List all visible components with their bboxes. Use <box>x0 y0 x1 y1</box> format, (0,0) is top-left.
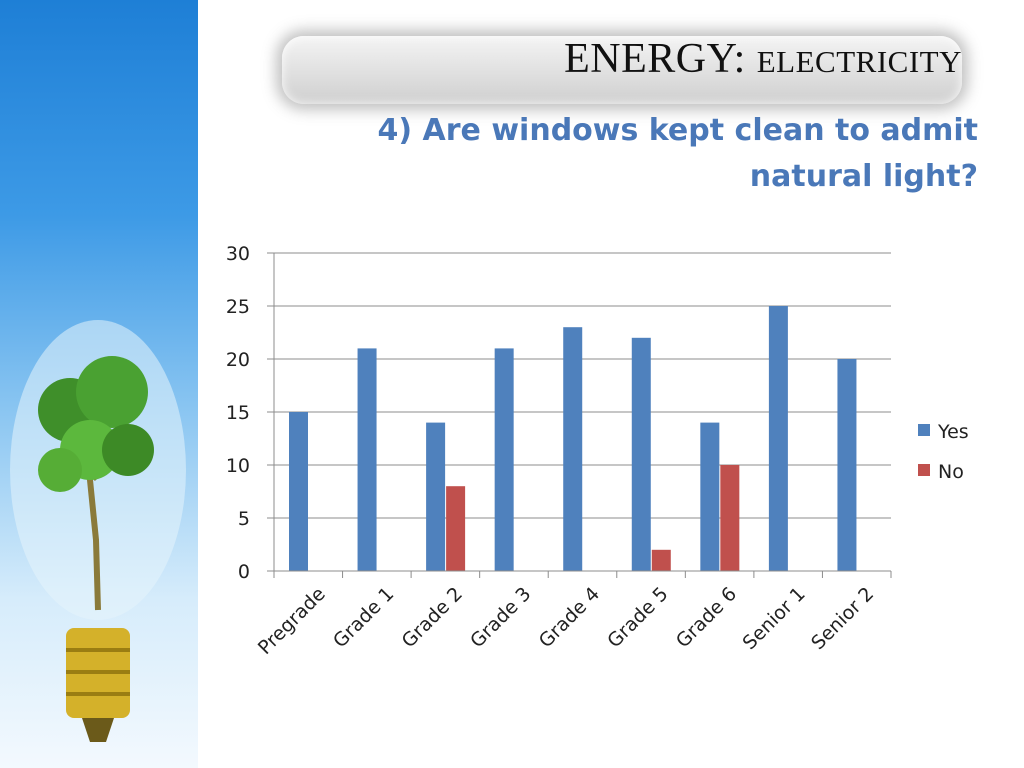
tree-foliage <box>102 424 154 476</box>
bar-group <box>289 306 857 571</box>
title-banner <box>282 36 962 104</box>
legend-label-yes: Yes <box>937 421 969 443</box>
legend-label-no: No <box>938 461 964 483</box>
bar-yes <box>289 412 308 571</box>
x-axis-ticks: Pregrade Grade 1 Grade 2 Grade 3 Grade 4 Grad… <box>254 583 878 659</box>
bar-yes <box>494 348 514 571</box>
bar-no <box>720 465 740 571</box>
tree-foliage <box>76 356 148 428</box>
x-tick-label: Senior 2 <box>807 583 878 654</box>
axes <box>273 253 892 578</box>
x-tick-label: Grade 5 <box>603 583 672 652</box>
y-tick-label: 30 <box>226 243 250 265</box>
x-tick-label: Grade 6 <box>672 583 741 652</box>
legend-swatch-no <box>918 464 930 476</box>
bar-yes <box>357 348 377 571</box>
y-tick-label: 25 <box>226 296 250 318</box>
bar-yes <box>837 359 857 571</box>
decorative-side-panel <box>0 0 198 768</box>
x-tick-label: Senior 1 <box>739 583 810 654</box>
legend-swatch-yes <box>918 424 930 436</box>
bar-yes <box>563 327 583 571</box>
x-tick-label: Pregrade <box>254 583 330 659</box>
question-text: 4) Are windows kept clean to admit natur… <box>377 113 979 194</box>
bar-yes <box>426 422 446 571</box>
bar-yes <box>768 306 788 571</box>
bulb-tip <box>82 718 114 742</box>
x-tick-label: Grade 2 <box>398 583 467 652</box>
slide-title-main: ENERGY: <box>564 36 746 82</box>
y-tick-label: 20 <box>226 349 250 371</box>
y-tick-label: 0 <box>238 561 250 583</box>
bar-no <box>446 486 466 571</box>
x-tick-label: Grade 1 <box>329 583 398 652</box>
tree-foliage <box>38 448 82 492</box>
bar-yes <box>631 337 651 571</box>
x-tick-label: Grade 4 <box>535 583 604 652</box>
legend: Yes No <box>918 421 969 483</box>
slide-title-sub: ELECTRICITY <box>756 44 962 79</box>
lightbulb-tree-image <box>10 320 186 742</box>
bulb-base-threads <box>66 648 130 696</box>
y-tick-label: 10 <box>226 455 250 477</box>
y-tick-label: 15 <box>226 402 250 424</box>
y-axis-ticks: 0 5 10 15 20 25 30 <box>226 243 250 583</box>
bar-no <box>651 549 671 571</box>
y-tick-label: 5 <box>238 508 250 530</box>
slide-title: ENERGY: ELECTRICITY <box>282 34 962 87</box>
bar-yes <box>700 422 720 571</box>
x-tick-label: Grade 3 <box>466 583 535 652</box>
